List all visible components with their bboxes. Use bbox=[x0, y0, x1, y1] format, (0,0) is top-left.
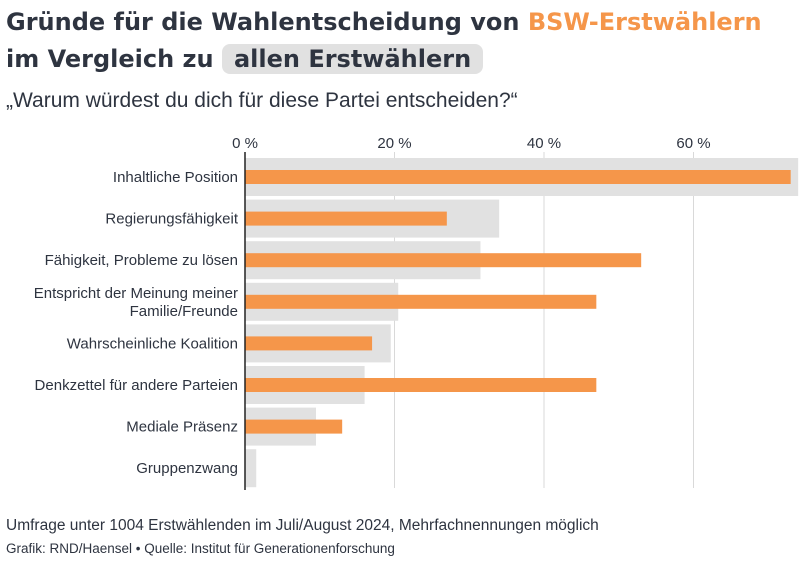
category-label: Inhaltliche Position bbox=[113, 169, 238, 186]
x-tick-label: 0 % bbox=[232, 135, 258, 152]
bar-bsw-erstwaehler bbox=[245, 419, 343, 434]
category-label: Mediale Präsenz bbox=[126, 419, 238, 436]
source-credit: Grafik: RND/Haensel • Quelle: Institut f… bbox=[6, 541, 395, 556]
title-text-1: Gründe für die Wahlentscheidung von bbox=[6, 8, 528, 36]
bar-chart: 0 % 20 % 40 % 60 % Inhaltliche Position Regie… bbox=[34, 135, 799, 490]
title-highlight-bsw: BSW-Erstwählern bbox=[527, 8, 762, 36]
chart-title: Gründe für die Wahlentscheidung von BSW-… bbox=[6, 4, 796, 78]
category-label: Gruppenzwang bbox=[136, 460, 238, 477]
category-label: Regierungsfähigkeit bbox=[105, 211, 238, 228]
survey-note: Umfrage unter 1004 Erstwählenden im Juli… bbox=[6, 517, 599, 534]
category-label: Fähigkeit, Probleme zu lösen bbox=[45, 252, 238, 269]
bar-bsw-erstwaehler bbox=[245, 170, 791, 184]
title-highlight-all: allen Erstwählern bbox=[221, 44, 484, 74]
category-label: Entspricht der Meinung meiner Familie/Fre… bbox=[34, 285, 238, 320]
x-tick-label: 20 % bbox=[377, 135, 411, 152]
x-tick-label: 60 % bbox=[676, 135, 710, 152]
bar-bsw-erstwaehler bbox=[245, 211, 447, 226]
bar-bsw-erstwaehler bbox=[245, 336, 373, 351]
title-text-2: im Vergleich zu bbox=[6, 45, 222, 73]
chart-subtitle: „Warum würdest du dich für diese Partei … bbox=[6, 89, 518, 112]
x-tick-label: 40 % bbox=[527, 135, 561, 152]
bar-all-erstwaehler bbox=[245, 449, 257, 488]
category-label: Wahrscheinliche Koalition bbox=[67, 335, 238, 352]
bar-bsw-erstwaehler bbox=[245, 378, 597, 392]
bar-bsw-erstwaehler bbox=[245, 253, 642, 268]
bar-bsw-erstwaehler bbox=[245, 294, 597, 309]
category-label: Denkzettel für andere Parteien bbox=[35, 377, 238, 394]
